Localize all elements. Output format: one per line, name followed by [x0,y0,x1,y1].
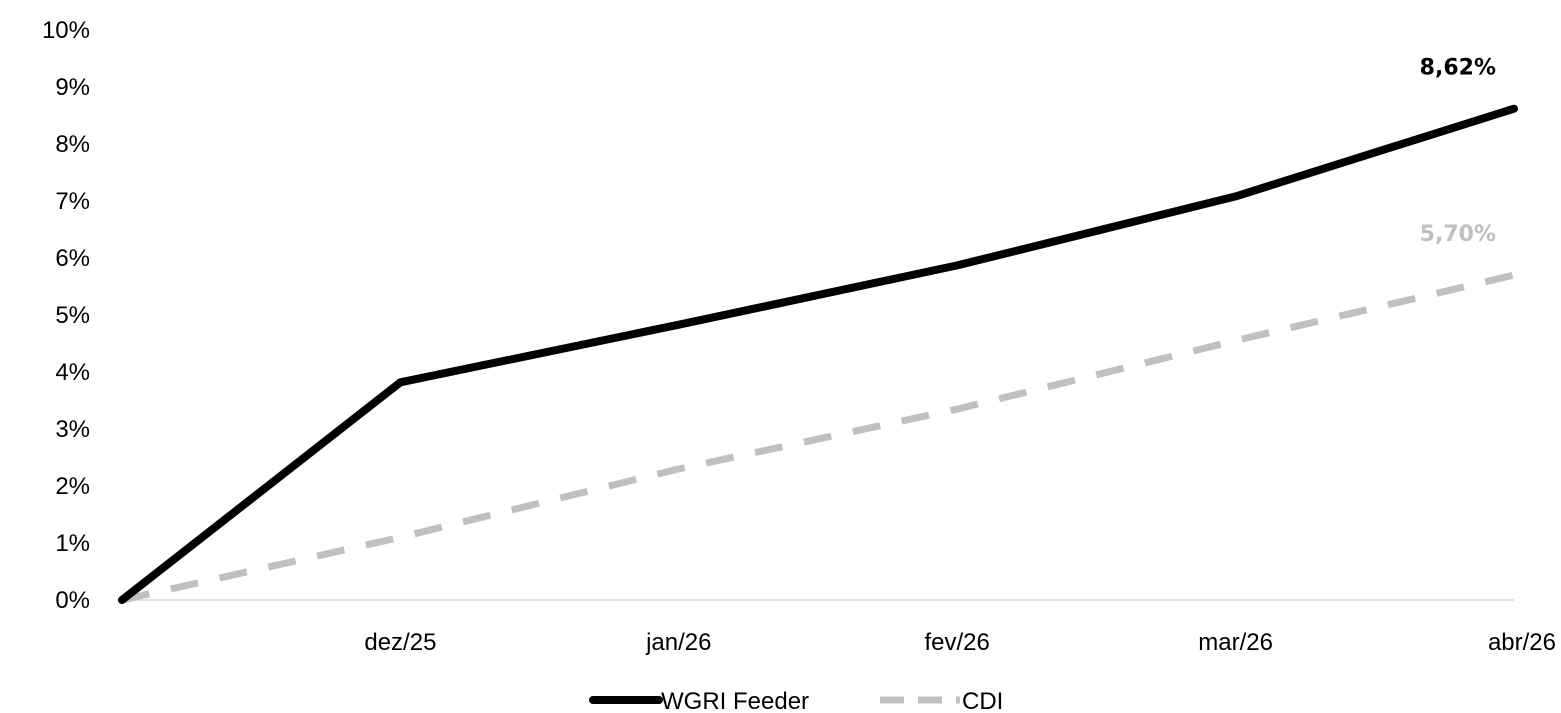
y-tick-label: 5% [55,302,90,329]
series-line-wgri-feeder [118,104,1518,604]
y-tick-label: 1% [55,530,90,557]
y-tick-label: 7% [55,188,90,215]
end-value-label: 5,70% [1420,222,1496,247]
y-tick-label: 4% [55,359,90,386]
series-line-cdi [121,271,1515,604]
x-axis: dez/25 jan/26 fev/26 mar/26 abr/26 [122,599,1556,656]
y-tick-label: 8% [55,131,90,158]
x-tick-label: mar/26 [1198,629,1273,656]
x-tick-label: jan/26 [645,629,711,656]
y-tick-label: 10% [42,17,90,44]
legend-label: CDI [962,688,1003,713]
end-labels: 5,70% 8,62% [1420,56,1496,247]
series-layer [118,104,1518,604]
y-tick-label: 9% [55,74,90,101]
x-tick-label: dez/25 [364,629,436,656]
legend: WGRI Feeder CDI [589,688,1003,713]
legend-label: WGRI Feeder [661,688,809,713]
y-tick-label: 3% [55,416,90,443]
end-value-label: 8,62% [1420,56,1496,81]
y-axis: 0% 1% 2% 3% 4% 5% 6% 7% 8% 9% 10% [42,17,90,614]
x-tick-label: fev/26 [925,629,990,656]
y-tick-label: 6% [55,245,90,272]
y-tick-label: 0% [55,587,90,614]
y-tick-label: 2% [55,473,90,500]
x-tick-label: abr/26 [1488,629,1556,656]
